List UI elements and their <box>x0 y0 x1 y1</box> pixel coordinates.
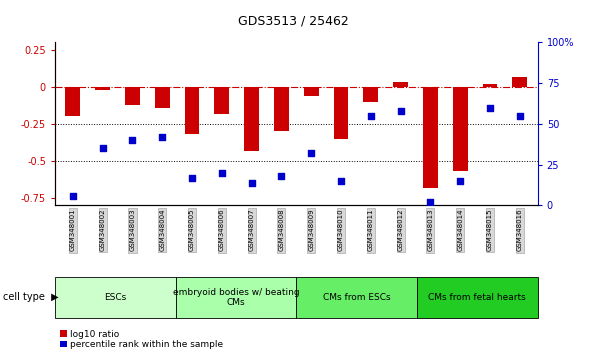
Bar <box>176 277 296 318</box>
Text: GSM348003: GSM348003 <box>130 209 136 251</box>
Point <box>217 170 227 176</box>
Bar <box>483 84 497 87</box>
Bar <box>296 277 417 318</box>
Bar <box>513 76 527 87</box>
Text: GDS3513 / 25462: GDS3513 / 25462 <box>238 14 349 27</box>
Bar <box>304 87 319 96</box>
Point <box>68 193 78 198</box>
Text: GSM348010: GSM348010 <box>338 209 344 251</box>
Text: GSM348012: GSM348012 <box>398 209 404 251</box>
Text: GSM348007: GSM348007 <box>249 209 255 251</box>
Bar <box>334 87 348 139</box>
Bar <box>393 82 408 87</box>
Text: ESCs: ESCs <box>104 293 126 302</box>
Text: GSM348004: GSM348004 <box>159 209 165 251</box>
Bar <box>95 87 110 90</box>
Point <box>98 145 108 151</box>
Point <box>455 178 465 184</box>
Text: GSM348013: GSM348013 <box>428 209 433 251</box>
Text: GSM348009: GSM348009 <box>308 209 314 251</box>
Text: embryoid bodies w/ beating
CMs: embryoid bodies w/ beating CMs <box>173 288 299 307</box>
Point <box>187 175 197 181</box>
Text: GSM348005: GSM348005 <box>189 209 195 251</box>
Bar <box>55 277 176 318</box>
Bar <box>274 87 289 131</box>
Text: GSM348014: GSM348014 <box>457 209 463 251</box>
Text: GSM348002: GSM348002 <box>100 209 106 251</box>
Text: GSM348015: GSM348015 <box>487 209 493 251</box>
Point <box>396 108 406 114</box>
Point <box>158 134 167 140</box>
Point <box>277 173 287 179</box>
Point <box>366 113 376 119</box>
Point <box>336 178 346 184</box>
Text: GSM348006: GSM348006 <box>219 209 225 251</box>
Point <box>128 137 137 143</box>
Text: cell type  ▶: cell type ▶ <box>3 292 59 302</box>
Bar <box>214 87 229 114</box>
Bar <box>155 87 170 108</box>
Point <box>306 150 316 156</box>
Point <box>425 199 435 205</box>
Point <box>485 105 495 110</box>
Bar <box>244 87 259 150</box>
Text: CMs from fetal hearts: CMs from fetal hearts <box>428 293 526 302</box>
Bar <box>185 87 200 134</box>
Bar <box>125 87 140 105</box>
Text: GSM348016: GSM348016 <box>517 209 523 251</box>
Bar <box>417 277 538 318</box>
Bar <box>423 87 438 188</box>
Text: GSM348001: GSM348001 <box>70 209 76 251</box>
Text: GSM348011: GSM348011 <box>368 209 374 251</box>
Point <box>247 180 257 185</box>
Text: GSM348008: GSM348008 <box>279 209 285 251</box>
Bar <box>453 87 467 171</box>
Bar <box>364 87 378 102</box>
Legend: log10 ratio, percentile rank within the sample: log10 ratio, percentile rank within the … <box>59 330 224 349</box>
Text: CMs from ESCs: CMs from ESCs <box>323 293 390 302</box>
Point <box>515 113 525 119</box>
Bar <box>65 87 80 116</box>
